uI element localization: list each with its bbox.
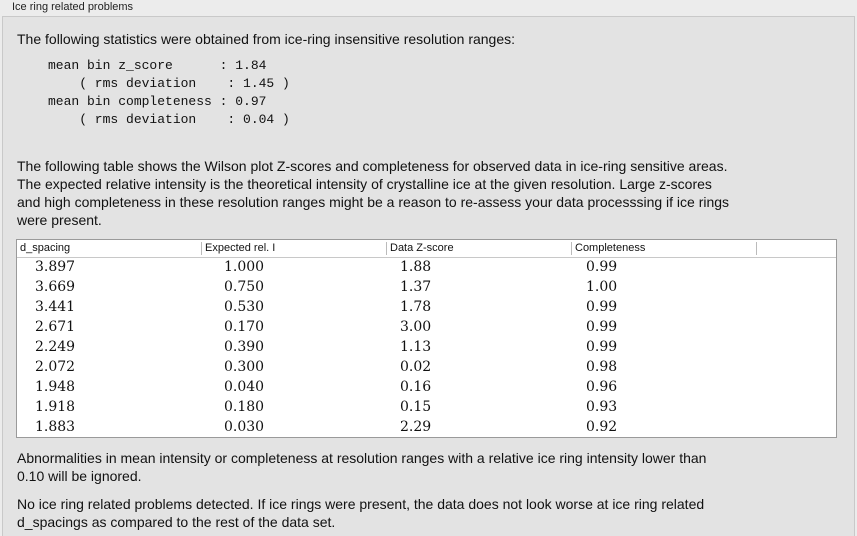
table-cell: 0.15 — [400, 399, 432, 415]
explanation-line: The following table shows the Wilson plo… — [17, 158, 728, 174]
table-cell: 2.249 — [35, 339, 76, 355]
table-cell: 1.918 — [35, 399, 76, 415]
explanation-line: and high completeness in these resolutio… — [17, 194, 730, 210]
explanation: The following table shows the Wilson plo… — [17, 157, 729, 229]
table-cell: 1.78 — [400, 299, 432, 315]
note-line: Abnormalities in mean intensity or compl… — [17, 450, 707, 466]
table-cell: 0.180 — [224, 399, 265, 415]
table-cell: 1.37 — [400, 279, 432, 295]
table-cell: 1.13 — [400, 339, 432, 355]
stats-line: ( rms deviation : 0.04 ) — [48, 112, 290, 127]
table-cell: 0.92 — [586, 419, 618, 435]
column-header: Data Z-score — [386, 242, 454, 255]
column-header: d_spacing — [20, 242, 71, 254]
table-cell: 2.29 — [400, 419, 432, 435]
table-cell: 2.072 — [35, 359, 76, 375]
table-cell: 0.16 — [400, 379, 432, 395]
table-cell: 0.530 — [224, 299, 265, 315]
table-cell: 1.88 — [400, 259, 432, 275]
table-cell: 0.98 — [586, 359, 618, 375]
group-title: Ice ring related problems — [12, 1, 134, 13]
stats: mean bin z_score : 1.84 ( rms deviation … — [48, 57, 290, 129]
table-cell: 0.030 — [224, 419, 265, 435]
note-line: 0.10 will be ignored. — [17, 468, 142, 484]
table-cell: 1.000 — [224, 259, 265, 275]
table-cell: 0.02 — [400, 359, 432, 375]
table-cell: 0.99 — [586, 259, 618, 275]
table-header: d_spacing Expected rel. I Data Z-score Comp… — [17, 240, 836, 258]
table-cell: 1.883 — [35, 419, 76, 435]
conclusion-line: No ice ring related problems detected. I… — [17, 496, 705, 512]
table-cell: 2.671 — [35, 319, 76, 335]
table-cell: 0.96 — [586, 379, 618, 395]
table-cell: 0.99 — [586, 299, 618, 315]
table-cell: 1.948 — [35, 379, 76, 395]
table-cell: 3.669 — [35, 279, 76, 295]
table-cell: 1.00 — [586, 279, 618, 295]
table-cell: 0.99 — [586, 319, 618, 335]
table-cell: 0.99 — [586, 339, 618, 355]
note: Abnormalities in mean intensity or compl… — [17, 449, 706, 485]
table-cell: 0.93 — [586, 399, 618, 415]
stats-line: ( rms deviation : 1.45 ) — [48, 76, 290, 91]
explanation-line: The expected relative intensity is the t… — [17, 176, 712, 192]
table-cell: 0.040 — [224, 379, 265, 395]
table-cell: 3.897 — [35, 259, 76, 275]
table-cell: 3.441 — [35, 299, 76, 315]
table-cell: 0.170 — [224, 319, 265, 335]
column-header: Completeness — [571, 242, 645, 255]
table-cell: 0.390 — [224, 339, 265, 355]
intro: The following statistics were obtained f… — [17, 31, 516, 47]
column-header: Expected rel. I — [201, 242, 275, 255]
stats-line: mean bin completeness : 0.97 — [48, 94, 267, 109]
table-cell: 0.300 — [224, 359, 265, 375]
conclusion: No ice ring related problems detected. I… — [17, 495, 704, 531]
table: d_spacing Expected rel. I Data Z-score Comp… — [16, 239, 837, 438]
explanation-line: were present. — [17, 212, 102, 228]
column-divider — [756, 242, 757, 255]
stats-line: mean bin z_score : 1.84 — [48, 58, 267, 73]
table-cell: 0.750 — [224, 279, 265, 295]
table-cell: 3.00 — [400, 319, 432, 335]
conclusion-line: d_spacings as compared to the rest of th… — [17, 514, 336, 530]
